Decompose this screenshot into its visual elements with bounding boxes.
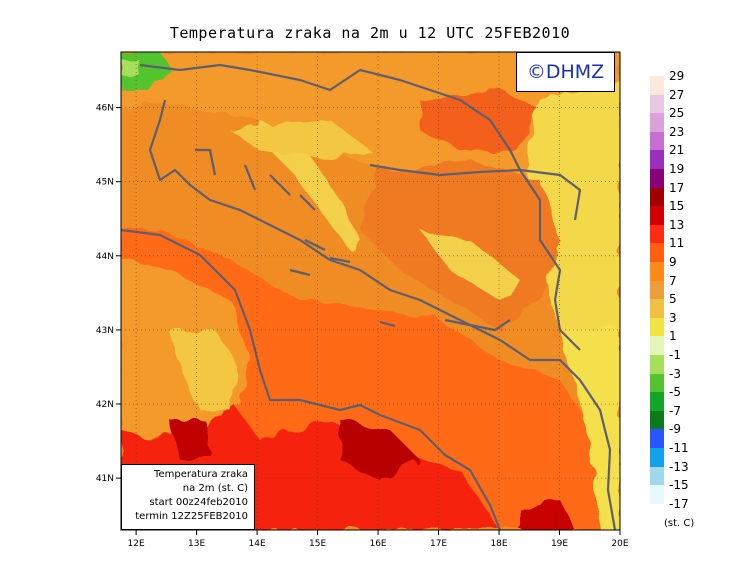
legend-label: -9 bbox=[669, 422, 681, 437]
x-tick-label: 19E bbox=[551, 539, 568, 549]
legend-swatch bbox=[650, 76, 664, 95]
x-tick-label: 12E bbox=[128, 539, 145, 549]
legend-swatch bbox=[650, 429, 664, 448]
legend-label: -5 bbox=[669, 385, 681, 400]
info-line-4: termin 12Z25FEB2010 bbox=[135, 511, 248, 522]
legend-label: 15 bbox=[669, 199, 685, 214]
x-tick-label: 17E bbox=[430, 539, 447, 549]
legend-swatch bbox=[650, 373, 664, 393]
x-tick-label: 15E bbox=[309, 539, 326, 549]
legend-swatch bbox=[650, 262, 664, 281]
legend-label: 11 bbox=[669, 236, 685, 251]
legend-label: 1 bbox=[669, 329, 677, 344]
legend-swatch bbox=[650, 224, 664, 244]
legend-label: -11 bbox=[669, 441, 689, 455]
x-axis: 12E 13E 14E 15E 16E 17E 18E 19E 20E bbox=[128, 530, 629, 549]
legend-swatch bbox=[650, 206, 664, 225]
legend-label: 3 bbox=[669, 310, 677, 325]
legend-label: 9 bbox=[669, 255, 677, 269]
y-tick-label: 43N bbox=[96, 326, 114, 336]
legend-label: 17 bbox=[669, 180, 685, 195]
legend-label: 13 bbox=[669, 217, 685, 232]
y-tick-label: 45N bbox=[96, 178, 114, 188]
x-tick-label: 14E bbox=[249, 539, 266, 549]
x-tick-label: 20E bbox=[611, 539, 628, 549]
legend-swatch bbox=[650, 392, 664, 411]
legend-label: 21 bbox=[669, 143, 685, 158]
legend-swatch bbox=[650, 485, 664, 504]
x-tick-label: 16E bbox=[369, 539, 386, 549]
legend-swatch bbox=[650, 169, 664, 188]
legend-swatch bbox=[650, 150, 664, 169]
legend-swatch bbox=[650, 187, 664, 207]
info-box: Temperatura zraka na 2m (st. C) start 00… bbox=[121, 464, 255, 530]
dhmz-logo: ©DHMZ bbox=[516, 52, 615, 92]
temperature-field bbox=[121, 52, 620, 530]
legend-swatch bbox=[650, 448, 664, 467]
y-tick-label: 41N bbox=[96, 474, 114, 484]
legend-label: -3 bbox=[669, 366, 681, 381]
x-tick-label: 18E bbox=[490, 539, 507, 549]
legend-swatch bbox=[650, 280, 664, 300]
legend-label: -1 bbox=[669, 348, 681, 362]
legend-label: 23 bbox=[669, 124, 685, 139]
legend-swatch bbox=[650, 466, 664, 486]
legend-swatch bbox=[650, 94, 664, 114]
legend-label: -7 bbox=[669, 403, 681, 418]
info-line-1: Temperatura zraka bbox=[154, 469, 248, 480]
legend-label: 27 bbox=[669, 87, 685, 102]
y-tick-label: 44N bbox=[96, 252, 114, 262]
y-tick-label: 42N bbox=[96, 400, 114, 410]
legend-label: -13 bbox=[669, 459, 689, 474]
legend-swatch bbox=[650, 113, 664, 132]
legend-swatch bbox=[650, 299, 664, 318]
legend-label: 25 bbox=[669, 106, 685, 121]
legend-swatch bbox=[650, 355, 664, 374]
legend-label: 19 bbox=[669, 162, 685, 176]
legend-swatch bbox=[650, 131, 664, 151]
legend-swatch bbox=[650, 336, 664, 355]
y-axis: 46N 45N 44N 43N 42N 41N bbox=[96, 104, 121, 484]
legend-label: 29 bbox=[669, 69, 685, 83]
legend-swatch bbox=[650, 317, 664, 337]
legend-label: 7 bbox=[669, 273, 677, 288]
y-tick-label: 46N bbox=[96, 104, 114, 114]
legend-swatch bbox=[650, 410, 664, 430]
page-title: Temperatura zraka na 2m u 12 UTC 25FEB20… bbox=[169, 24, 571, 42]
legend-unit: (st. C) bbox=[664, 518, 695, 529]
legend-label: -17 bbox=[669, 496, 689, 511]
x-tick-label: 13E bbox=[188, 539, 205, 549]
legend-label: -15 bbox=[669, 478, 689, 493]
info-line-3: start 00z24feb2010 bbox=[149, 497, 248, 508]
legend-label: 5 bbox=[669, 292, 677, 307]
info-line-2: na 2m (st. C) bbox=[182, 483, 248, 494]
legend-swatch bbox=[650, 243, 664, 262]
